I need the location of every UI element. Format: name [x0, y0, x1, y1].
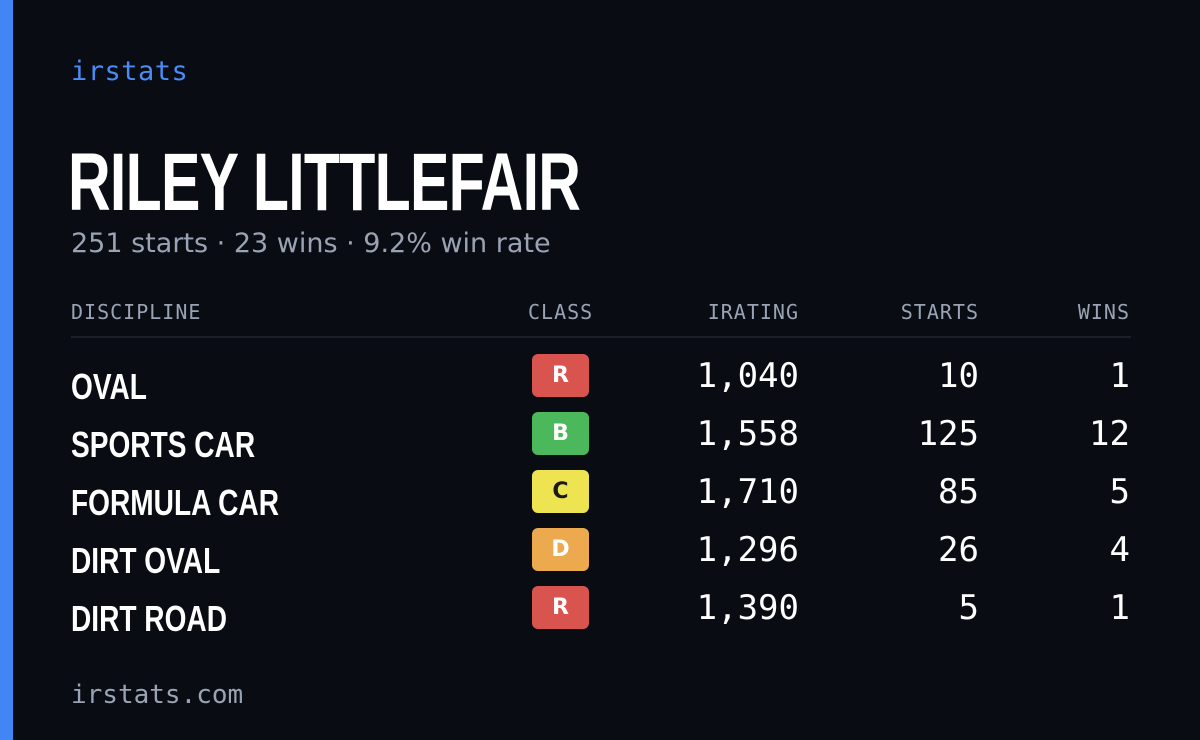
table-header: DISCIPLINE CLASS IRATING STARTS WINS: [71, 296, 1131, 338]
irating-value: 1,558: [696, 414, 799, 454]
irating-value: 1,296: [696, 530, 799, 570]
discipline-table: DISCIPLINE CLASS IRATING STARTS WINS OVA…: [71, 296, 1131, 639]
brand-logo: irstats: [71, 56, 189, 87]
class-badge: R: [532, 354, 589, 397]
wins-value: 5: [1109, 472, 1130, 512]
wins-value: 12: [1089, 414, 1130, 454]
table-body: OVAL R 1,040 10 1 SPORTS CAR B 1,558 125…: [71, 354, 1131, 644]
table-row: SPORTS CAR B 1,558 125 12: [71, 412, 1131, 470]
class-badge: D: [532, 528, 589, 571]
table-row: OVAL R 1,040 10 1: [71, 354, 1131, 412]
starts-value: 26: [938, 530, 979, 570]
starts-value: 5: [958, 588, 979, 628]
starts-value: 85: [938, 472, 979, 512]
starts-value: 125: [917, 414, 979, 454]
irating-value: 1,390: [696, 588, 799, 628]
wins-value: 1: [1109, 588, 1130, 628]
header-class: CLASS: [528, 300, 594, 324]
header-starts: STARTS: [900, 300, 979, 324]
starts-value: 10: [938, 356, 979, 396]
class-badge: B: [532, 412, 589, 455]
header-irating: IRATING: [707, 300, 799, 324]
discipline-name: SPORTS CAR: [71, 424, 256, 465]
class-badge: R: [532, 586, 589, 629]
class-badge: C: [532, 470, 589, 513]
table-row: DIRT ROAD R 1,390 5 1: [71, 586, 1131, 644]
discipline-name: FORMULA CAR: [71, 482, 279, 523]
accent-bar: [0, 0, 13, 740]
table-row: DIRT OVAL D 1,296 26 4: [71, 528, 1131, 586]
discipline-name: DIRT OVAL: [71, 540, 221, 581]
driver-name: RILEY LITTLEFAIR: [68, 137, 581, 228]
wins-value: 1: [1109, 356, 1130, 396]
table-row: FORMULA CAR C 1,710 85 5: [71, 470, 1131, 528]
irating-value: 1,710: [696, 472, 799, 512]
discipline-name: DIRT ROAD: [71, 598, 227, 639]
discipline-name: OVAL: [71, 366, 147, 407]
wins-value: 4: [1109, 530, 1130, 570]
footer-url: irstats.com: [71, 680, 244, 710]
driver-summary: 251 starts · 23 wins · 9.2% win rate: [71, 228, 551, 259]
irating-value: 1,040: [696, 356, 799, 396]
header-wins: WINS: [1077, 300, 1130, 324]
header-discipline: DISCIPLINE: [71, 300, 202, 324]
